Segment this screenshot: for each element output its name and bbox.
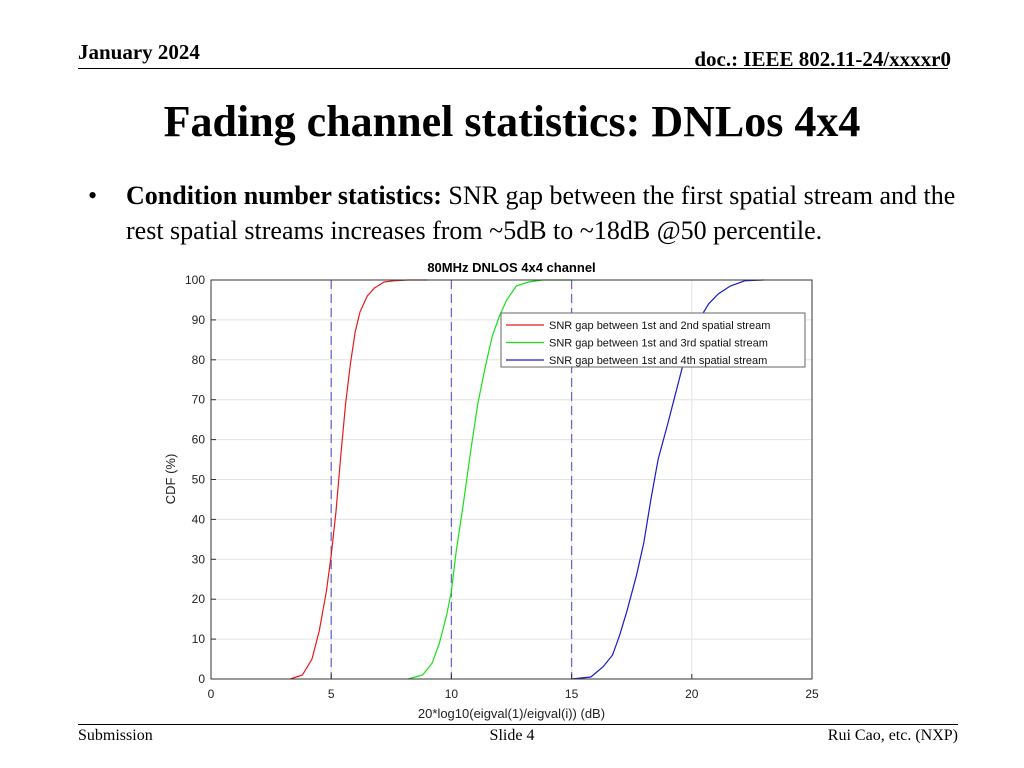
tick-layer: 0 5 10 15 20 25 0 10 20 30 40 50 60 70 80 90 100 xyxy=(185,273,819,701)
bullet-bold-label: Condition number statistics: xyxy=(126,181,442,210)
x-tick-label: 0 xyxy=(208,687,215,701)
reference-lines xyxy=(330,280,573,679)
legend-label-1: SNR gap between 1st and 2nd spatial stre… xyxy=(549,320,770,332)
header-doc-id: doc.: IEEE 802.11-24/xxxxr0 xyxy=(694,47,951,71)
x-tick-label: 5 xyxy=(328,687,335,701)
y-tick-label: 60 xyxy=(192,433,206,447)
legend: SNR gap between 1st and 2nd spatial stre… xyxy=(500,312,806,368)
y-tick-label: 20 xyxy=(192,592,206,606)
x-tick-label: 10 xyxy=(445,687,459,701)
legend-box xyxy=(500,312,806,368)
footer-slide-number: Slide 4 xyxy=(489,727,535,744)
legend-label-3: SNR gap between 1st and 4th spatial stre… xyxy=(549,355,767,367)
footer-submission: Submission xyxy=(78,727,153,744)
series-line-1 xyxy=(290,279,428,680)
y-tick-label: 30 xyxy=(192,552,206,566)
series-layer xyxy=(290,279,764,680)
y-tick-label: 0 xyxy=(198,672,205,686)
y-tick-label: 40 xyxy=(192,512,206,526)
slide-title: Fading channel statistics: DNLos 4x4 xyxy=(163,97,861,146)
y-tick-label: 70 xyxy=(192,393,206,407)
bullet-body: SNR gap between the first spatial stream… xyxy=(126,181,956,245)
legend-label-2: SNR gap between 1st and 3rd spatial stre… xyxy=(549,338,768,350)
y-tick-label: 50 xyxy=(192,473,206,487)
y-tick-label: 90 xyxy=(192,313,206,327)
bullet-text: Condition number statistics: SNR gap bet… xyxy=(126,178,996,248)
x-tick-label: 25 xyxy=(805,687,819,701)
footer-rule xyxy=(78,724,958,725)
x-axis-label: 20*log10(eigval(1)/eigval(i)) (dB) xyxy=(418,706,605,721)
series-line-3 xyxy=(571,279,764,680)
series-line-2 xyxy=(407,279,572,680)
y-axis-label: CDF (%) xyxy=(163,454,178,505)
chart-title: 80MHz DNLOS 4x4 channel xyxy=(427,260,595,275)
y-tick-label: 80 xyxy=(192,353,206,367)
footer-author: Rui Cao, etc. (NXP) xyxy=(827,727,958,744)
header-date: January 2024 xyxy=(78,40,200,64)
bullet-marker: • xyxy=(88,181,98,210)
header-rule xyxy=(78,68,948,69)
x-tick-label: 15 xyxy=(565,687,579,701)
y-tick-label: 10 xyxy=(192,632,206,646)
y-tick-label: 100 xyxy=(185,273,205,287)
x-tick-label: 20 xyxy=(685,687,699,701)
